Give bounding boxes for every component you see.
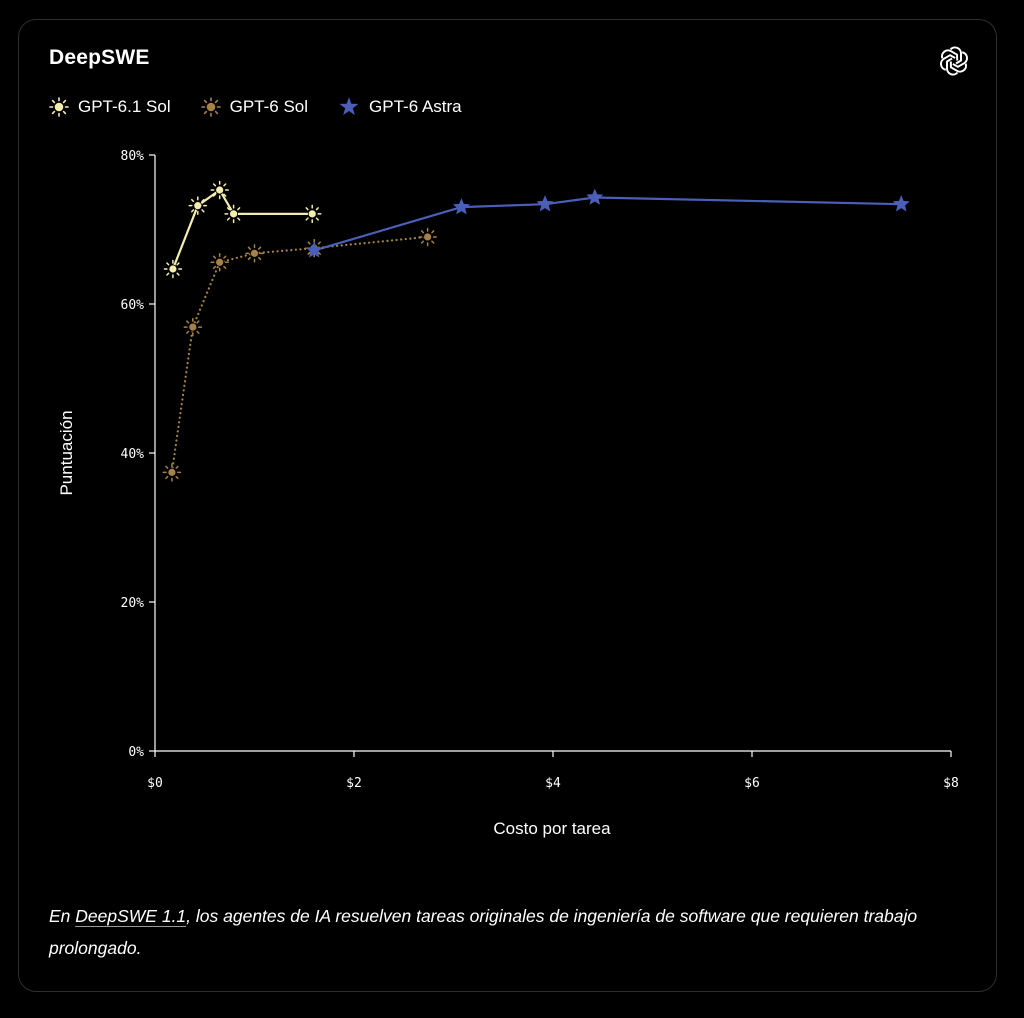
legend-item-gpt61-sol[interactable]: GPT-6.1 Sol (49, 97, 171, 117)
data-point-star (536, 195, 554, 212)
data-point-star (305, 241, 323, 258)
data-point-sun (224, 204, 243, 224)
legend-label: GPT-6 Sol (229, 97, 309, 116)
y-tick-label: 80% (121, 149, 145, 164)
y-tick-label: 20% (121, 596, 145, 611)
chart-title: DeepSWE (49, 46, 150, 69)
y-tick-label: 0% (128, 745, 144, 760)
y-tick-label: 40% (121, 447, 145, 462)
y-axis-title: Puntuación (57, 410, 76, 495)
caption-link[interactable]: DeepSWE 1.1 (75, 906, 187, 926)
x-tick-label: $2 (346, 776, 362, 791)
legend-label: GPT-6.1 Sol (78, 97, 171, 116)
sun-icon (200, 97, 221, 117)
x-tick-label: $4 (545, 776, 561, 791)
legend-item-gpt6-astra[interactable]: GPT-6 Astra (338, 96, 462, 118)
legend-label: GPT-6 Astra (369, 97, 462, 116)
legend-item-gpt6-sol[interactable]: GPT-6 Sol (200, 97, 309, 117)
series-line (313, 196, 903, 252)
data-point-star (892, 195, 910, 212)
chart-caption: En DeepSWE 1.1, los agentes de IA resuel… (49, 900, 949, 964)
data-point-star (452, 198, 471, 215)
series-line (170, 235, 429, 474)
x-tick-label: $8 (943, 776, 959, 791)
y-tick-label: 60% (121, 298, 145, 313)
data-point-sun (162, 463, 182, 482)
x-axis-title: Costo por tarea (493, 819, 611, 838)
chart-card: DeepSWE GPT-6.1 (18, 19, 997, 992)
caption-prefix: En (49, 906, 76, 926)
data-point-sun (418, 227, 437, 247)
data-point-sun (188, 196, 208, 215)
chart-legend: GPT-6.1 Sol GPT-6 Sol GPT-6 Astra (49, 96, 492, 118)
data-point-sun (163, 259, 183, 279)
data-point-sun (302, 204, 322, 224)
caption-text: , los agentes de IA resuelven tareas ori… (49, 906, 918, 958)
sun-icon (49, 97, 69, 117)
data-point-sun (183, 317, 203, 337)
openai-logo-icon (937, 44, 971, 78)
data-point-sun (210, 253, 229, 272)
data-point-sun (210, 180, 229, 200)
x-tick-label: $6 (744, 776, 760, 791)
x-tick-label: $0 (147, 776, 163, 791)
star-icon (339, 97, 359, 116)
data-point-star (586, 188, 604, 205)
data-point-sun (245, 244, 264, 263)
